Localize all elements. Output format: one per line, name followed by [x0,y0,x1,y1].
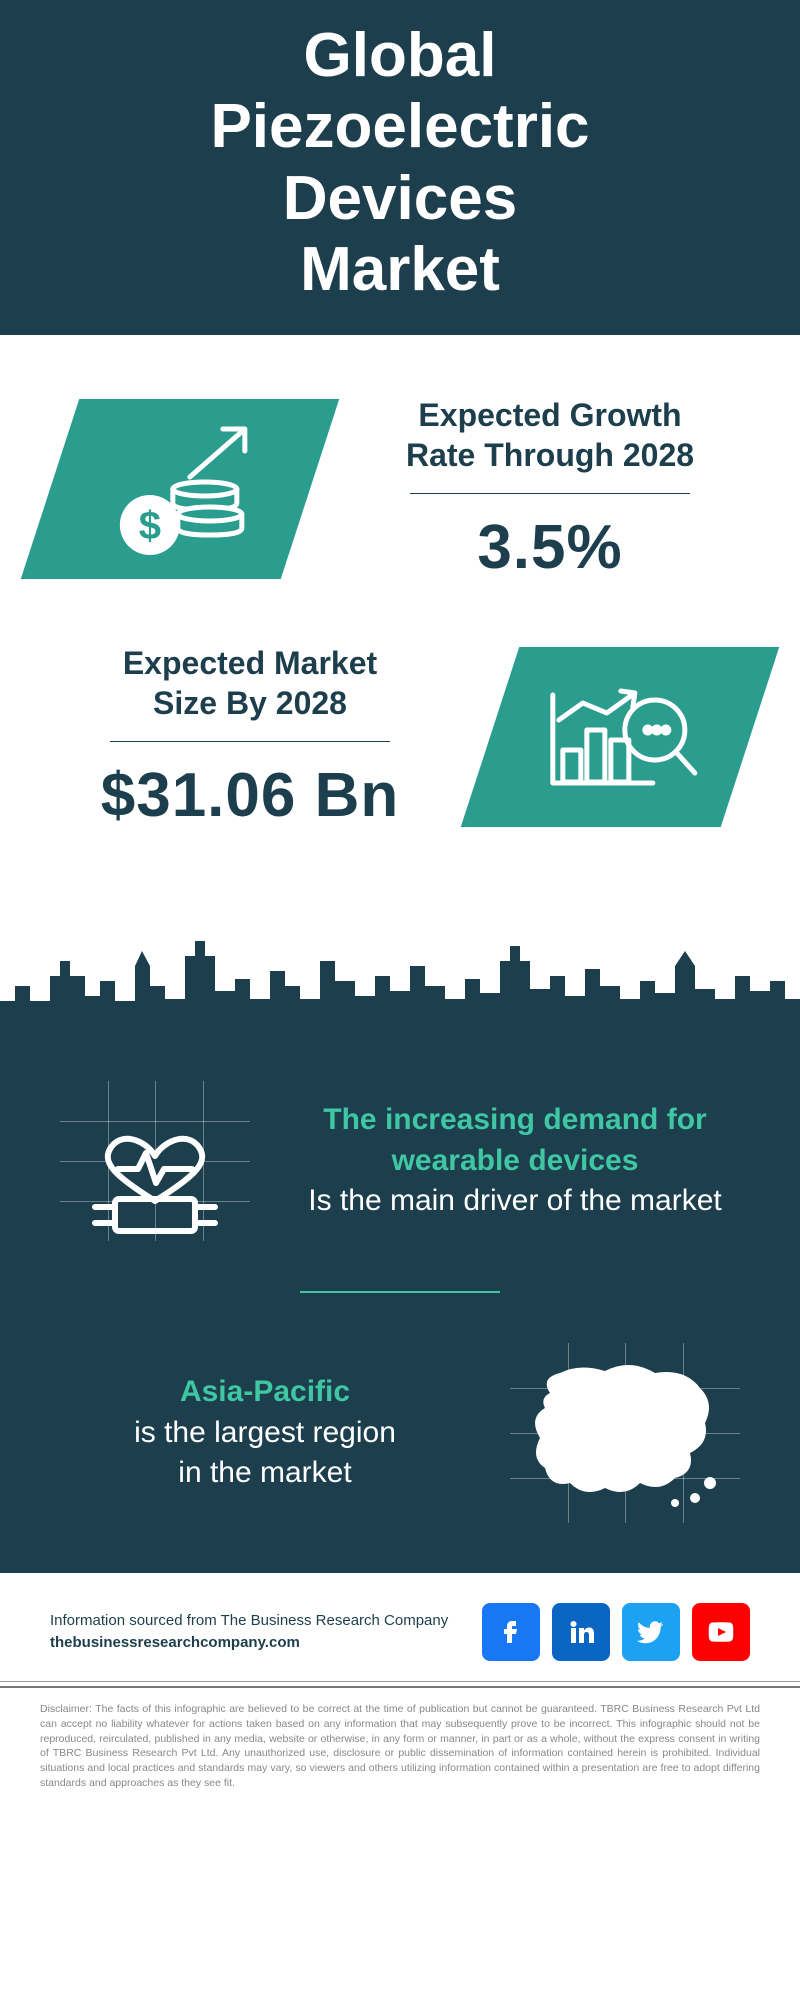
svg-text:$: $ [139,504,161,548]
disclaimer-section: Disclaimer: The facts of this infographi… [0,1686,800,1820]
divider [110,741,390,742]
skyline-divider [0,931,800,1041]
insights-section: The increasing demand for wearable devic… [0,1041,800,1573]
divider [410,493,690,494]
youtube-icon[interactable] [692,1603,750,1661]
growth-label: Expected Growth Rate Through 2028 [350,395,750,475]
section-divider [300,1291,500,1293]
header-banner: Global Piezoelectric Devices Market [0,0,800,335]
size-label: Expected Market Size By 2028 [50,643,450,723]
asia-map-icon [510,1343,740,1523]
page-title: Global Piezoelectric Devices Market [0,20,800,305]
footer-info: Information sourced from The Business Re… [0,1573,800,1682]
driver-text: The increasing demand for wearable devic… [290,1100,740,1222]
growth-row: $ Expected Growth Rate Through 2028 3.5% [50,395,750,583]
title-line3: Devices [283,164,517,233]
region-text: Asia-Pacific is the largest region in th… [60,1372,470,1494]
linkedin-icon[interactable] [552,1603,610,1661]
size-stat: Expected Market Size By 2028 $31.06 Bn [50,643,450,831]
driver-highlight: The increasing demand for wearable devic… [290,1100,740,1181]
size-value: $31.06 Bn [50,760,450,831]
region-subtext: is the largest region in the market [60,1413,470,1494]
stats-section: $ Expected Growth Rate Through 2028 3.5%… [0,335,800,931]
growth-value: 3.5% [350,512,750,583]
growth-stat: Expected Growth Rate Through 2028 3.5% [350,395,750,583]
region-highlight: Asia-Pacific [60,1372,470,1413]
title-line2: Piezoelectric [210,92,589,161]
twitter-icon[interactable] [622,1603,680,1661]
wearable-icon [60,1081,250,1241]
source-text: Information sourced from The Business Re… [50,1610,448,1655]
driver-row: The increasing demand for wearable devic… [60,1081,740,1241]
money-growth-icon: $ [95,417,265,562]
social-links [482,1603,750,1661]
driver-subtext: Is the main driver of the market [290,1181,740,1222]
analytics-icon [535,665,705,810]
title-line1: Global [304,21,497,90]
facebook-icon[interactable] [482,1603,540,1661]
size-row: Expected Market Size By 2028 $31.06 Bn [50,643,750,831]
disclaimer-text: Disclaimer: The facts of this infographi… [40,1702,760,1790]
title-line4: Market [300,235,500,304]
size-icon-panel [461,647,779,827]
growth-icon-panel: $ [21,399,339,579]
region-row: Asia-Pacific is the largest region in th… [60,1343,740,1523]
